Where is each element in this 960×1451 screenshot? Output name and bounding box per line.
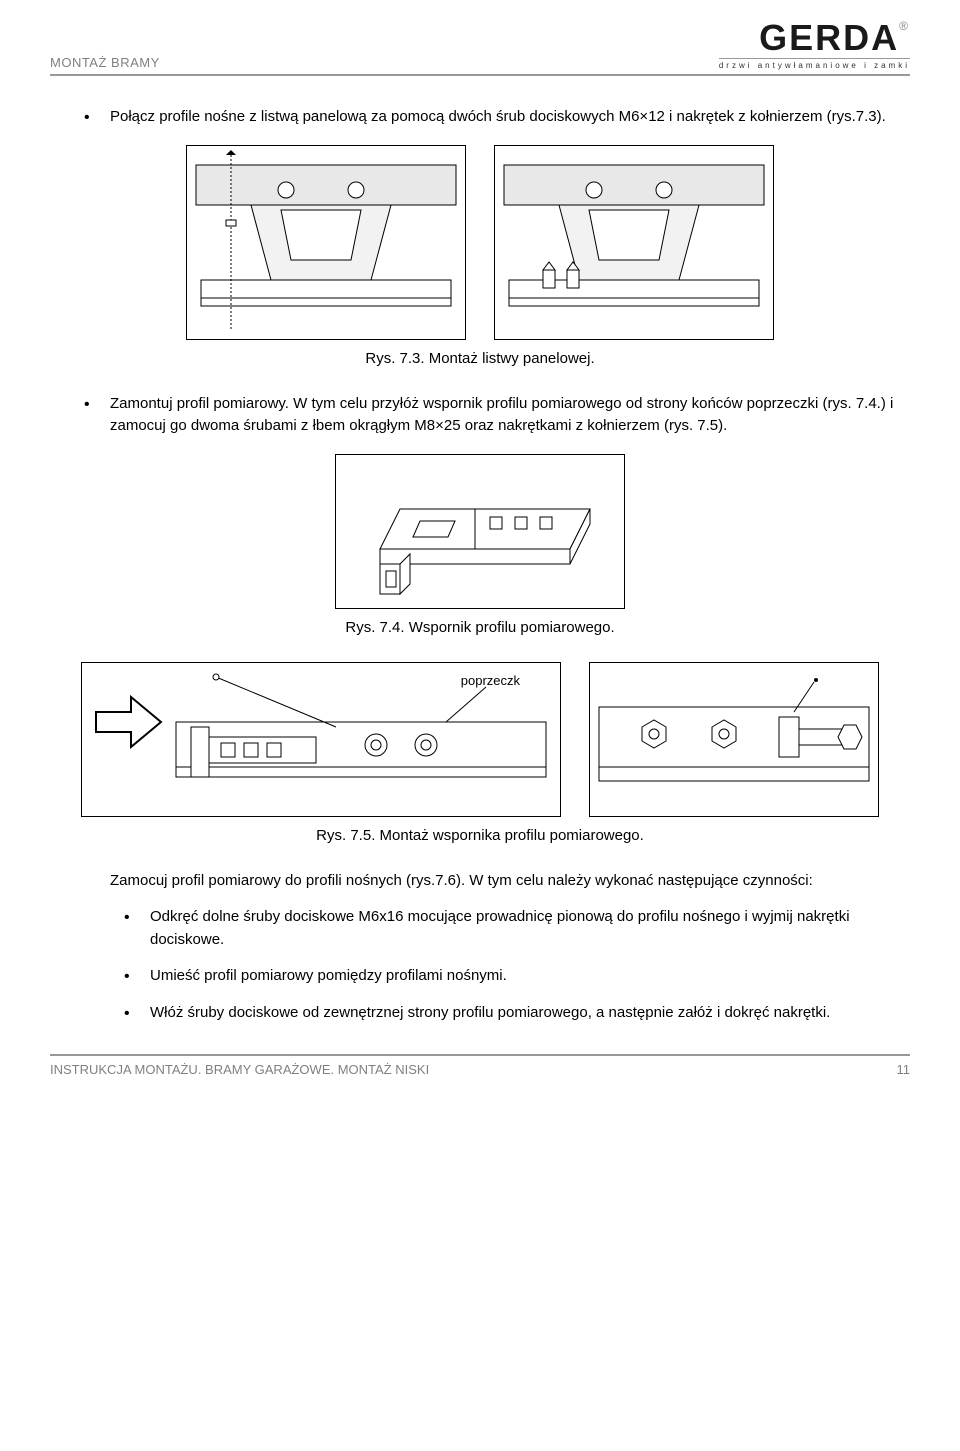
assembly-drawing-icon: [86, 667, 556, 812]
bracket-drawing-icon: [340, 459, 620, 604]
figure-7-4-caption: Rys. 7.4. Wspornik profilu pomiarowego.: [50, 619, 910, 636]
figure-7-3-caption: Rys. 7.3. Montaż listwy panelowej.: [50, 350, 910, 367]
logo-registered: ®: [899, 19, 910, 33]
tech-drawing-icon: [499, 150, 769, 335]
crossbar-label: poprzeczk: [461, 673, 520, 688]
sub-bullet-1: Odkręć dolne śruby dociskowe M6x16 mocuj…: [150, 906, 910, 951]
figure-7-4-box: [335, 454, 625, 609]
assembly-detail-icon: [594, 667, 874, 812]
tech-drawing-icon: [191, 150, 461, 335]
bullet-item-2: Zamontuj profil pomiarowy. W tym celu pr…: [110, 393, 910, 438]
figure-7-5-caption: Rys. 7.5. Montaż wspornika profilu pomia…: [50, 827, 910, 844]
logo-text: GERDA: [759, 17, 899, 58]
figure-7-5-left: poprzeczk: [81, 662, 561, 817]
bullet-item-1: Połącz profile nośne z listwą panelową z…: [110, 106, 910, 129]
figure-7-4: [50, 454, 910, 609]
intro-paragraph: Zamocuj profil pomiarowy do profili nośn…: [50, 870, 910, 893]
figure-7-5-right: [589, 662, 879, 817]
page-footer: INSTRUKCJA MONTAŻU. BRAMY GARAŻOWE. MONT…: [50, 1054, 910, 1077]
figure-7-3: [50, 145, 910, 340]
brand-logo: GERDA® drzwi antywłamaniowe i zamki: [719, 20, 910, 70]
logo-tagline: drzwi antywłamaniowe i zamki: [719, 58, 910, 70]
sub-bullet-3: Włóż śruby dociskowe od zewnętrznej stro…: [150, 1002, 910, 1025]
figure-7-3-right: [494, 145, 774, 340]
footer-left: INSTRUKCJA MONTAŻU. BRAMY GARAŻOWE. MONT…: [50, 1062, 429, 1077]
sub-bullet-2: Umieść profil pomiarowy pomiędzy profila…: [150, 965, 910, 988]
figure-7-3-left: [186, 145, 466, 340]
section-title: MONTAŻ BRAMY: [50, 55, 160, 70]
page-header: MONTAŻ BRAMY GERDA® drzwi antywłamaniowe…: [50, 0, 910, 76]
figure-7-5: poprzeczk: [50, 662, 910, 817]
footer-page-number: 11: [897, 1062, 911, 1077]
